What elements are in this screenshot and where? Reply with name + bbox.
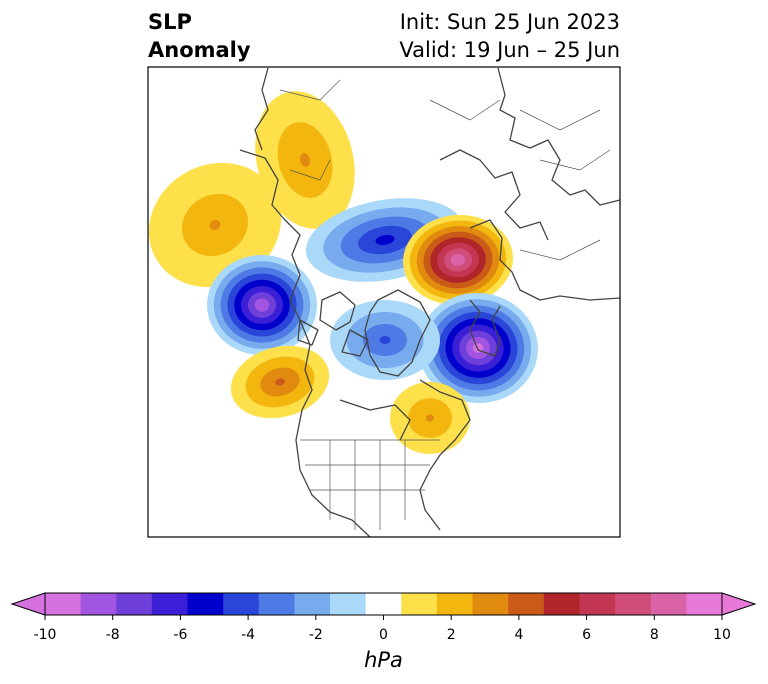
colorbar-tick-label: 10 bbox=[713, 627, 731, 643]
colorbar-tick-label: 0 bbox=[379, 627, 388, 643]
colorbar-segment bbox=[80, 593, 117, 615]
init-date: Init: Sun 25 Jun 2023 bbox=[399, 10, 620, 34]
colorbar-segment bbox=[330, 593, 367, 615]
colorbar-segment bbox=[223, 593, 260, 615]
colorbar: -10 -8 -6 -4 -2 0 2 4 6 8 10 hPa bbox=[10, 592, 757, 672]
valid-range: Valid: 19 Jun – 25 Jun bbox=[399, 38, 620, 62]
west-coast bbox=[295, 409, 371, 537]
map-frame bbox=[147, 66, 621, 538]
arctic-island-3 bbox=[297, 319, 319, 346]
colorbar-segment bbox=[650, 593, 687, 615]
colorbar-segment bbox=[365, 593, 402, 615]
title-line-2: Anomaly bbox=[148, 38, 251, 62]
east-coast bbox=[419, 379, 471, 531]
coastlines-layer bbox=[239, 67, 620, 537]
colorbar-tick-label: -8 bbox=[106, 627, 120, 643]
colorbar-extend-low bbox=[10, 592, 46, 616]
greenland-coastline bbox=[364, 289, 431, 377]
colorbar-segment bbox=[615, 593, 652, 615]
siberia-arctic-coast bbox=[439, 149, 549, 241]
arctic-island-1 bbox=[319, 291, 356, 331]
north-atlantic-high-contour-level-3 bbox=[275, 378, 285, 386]
colorbar-tick-label: 8 bbox=[650, 627, 659, 643]
colorbar-segment bbox=[472, 593, 509, 615]
east-siberian-sea-low-contour-level-4 bbox=[375, 234, 395, 246]
colorbar-extend-high bbox=[721, 592, 757, 616]
alaska-yukon-high-anomaly bbox=[255, 91, 355, 229]
init-valid-dates: Init: Sun 25 Jun 2023 Valid: 19 Jun – 25… bbox=[399, 8, 620, 64]
colorbar-unit-label: hPa bbox=[364, 648, 403, 672]
map-panel bbox=[148, 67, 620, 537]
alaska-coastline bbox=[239, 149, 313, 411]
kara-sea-high-anomaly bbox=[403, 214, 513, 306]
alaska-yukon-high-contour-level-2 bbox=[300, 153, 310, 167]
title-line-1: SLP bbox=[148, 10, 192, 34]
north-pacific-high-contour-level-2 bbox=[209, 220, 221, 230]
colorbar-segment bbox=[116, 593, 153, 615]
kamchatka-coast bbox=[254, 67, 269, 151]
map-title: SLP Anomaly bbox=[148, 8, 251, 64]
eastern-canada-high-anomaly bbox=[390, 382, 470, 454]
north-pacific-high-anomaly bbox=[148, 162, 282, 288]
hudson-bay bbox=[339, 399, 411, 441]
colorbar-segment bbox=[436, 593, 474, 615]
anomaly-field-layer bbox=[148, 91, 538, 454]
colorbar-tick-label: 2 bbox=[447, 627, 456, 643]
colorbar-segment bbox=[258, 593, 295, 615]
colorbar-tick-label: -10 bbox=[34, 627, 57, 643]
colorbar-segment bbox=[543, 593, 580, 615]
colorbar-segment bbox=[187, 593, 224, 615]
colorbar-segment bbox=[294, 593, 331, 615]
north-atlantic-high-anomaly bbox=[230, 345, 330, 419]
colorbar-segment bbox=[401, 593, 438, 615]
colorbar-tick-label: 6 bbox=[582, 627, 591, 643]
colorbar-tick-label: -6 bbox=[173, 627, 187, 643]
asia-coastline bbox=[497, 67, 620, 206]
colorbar-segment bbox=[579, 593, 616, 615]
colorbar-segment bbox=[151, 593, 189, 615]
colorbar-segment bbox=[508, 593, 545, 615]
colorbar-segment bbox=[686, 593, 723, 615]
kara-sea-high-contour-level-7 bbox=[450, 253, 466, 267]
colorbar-tick-label: -2 bbox=[309, 627, 323, 643]
canadian-archipelago-low-contour-level-3 bbox=[379, 336, 391, 344]
gulf-of-alaska-low-contour-level-7 bbox=[254, 298, 270, 312]
colorbar-tick-label: -4 bbox=[241, 627, 255, 643]
colorbar-tick-label: 4 bbox=[514, 627, 523, 643]
greenland-sea-low-anomaly bbox=[418, 292, 538, 404]
arctic-island-2 bbox=[341, 329, 369, 357]
eastern-canada-high-contour-level-2 bbox=[426, 414, 434, 422]
gulf-of-alaska-low-anomaly bbox=[207, 255, 317, 355]
colorbar-segment bbox=[45, 593, 82, 615]
europe-coastline bbox=[469, 219, 620, 301]
scandinavia-coast bbox=[469, 299, 501, 357]
